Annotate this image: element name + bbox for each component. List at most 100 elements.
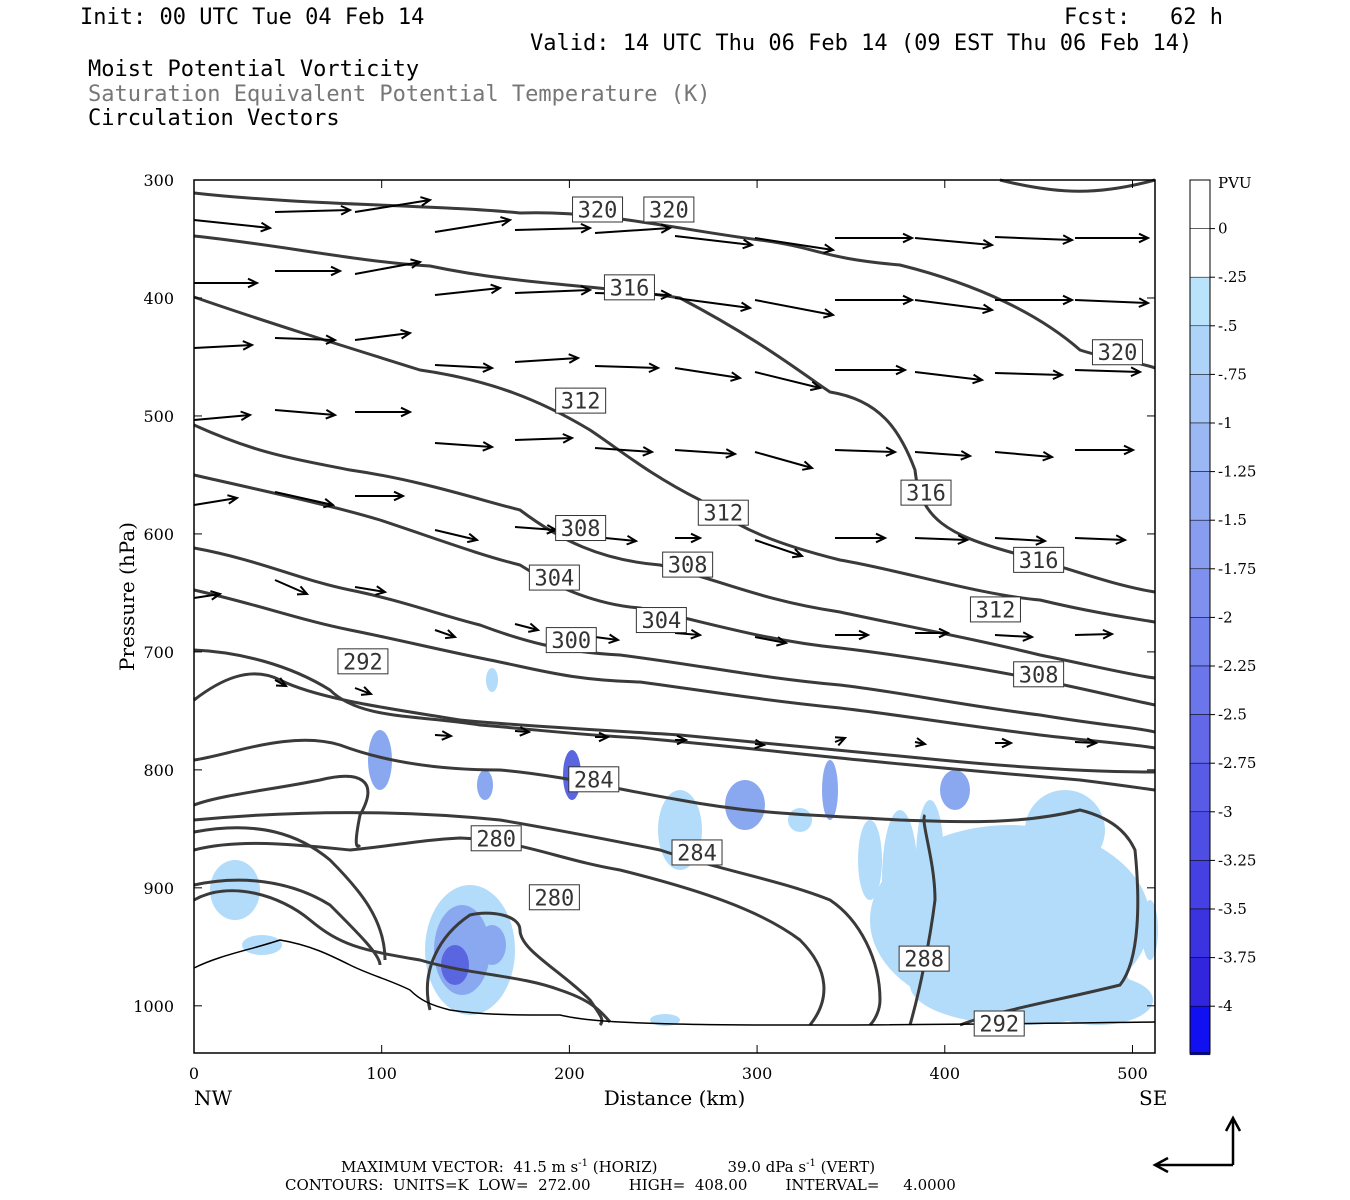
field-title-mpv: Moist Potential Vorticity (88, 57, 420, 82)
circulation-vector (434, 730, 454, 741)
circulation-vector (354, 258, 423, 275)
circulation-vector (274, 334, 338, 345)
colorbar-swatch (1189, 860, 1211, 910)
theta-es-contour (193, 672, 1156, 774)
circulation-vector (1074, 737, 1099, 748)
circulation-vector (434, 362, 495, 373)
circulation-vector (274, 677, 289, 688)
colorbar-label: -.5 (1218, 317, 1237, 335)
contour-label: 316 (1019, 549, 1059, 574)
contour-info: CONTOURS: UNITS=K LOW= 272.00 HIGH= 408.… (285, 1176, 956, 1194)
circulation-vector (1075, 444, 1136, 456)
circulation-vector (754, 299, 836, 319)
contour-label-box (568, 766, 620, 793)
colorbar-label: -1 (1218, 414, 1233, 432)
colorbar-swatch (1189, 325, 1211, 375)
circulation-vector (434, 529, 480, 544)
colorbar-swatch (1189, 471, 1211, 521)
circulation-vector (354, 196, 433, 213)
circulation-vector (594, 633, 621, 645)
circulation-vector (514, 433, 575, 444)
circulation-vector (274, 579, 310, 596)
pv-blob (788, 808, 812, 832)
circulation-vector (674, 448, 738, 459)
circulation-vector (274, 491, 336, 509)
x-tick-label: 300 (742, 1064, 773, 1083)
circulation-vector (675, 734, 689, 746)
colorbar-swatch (1189, 1005, 1211, 1056)
circulation-vector (674, 297, 753, 313)
circulation-vector (754, 237, 836, 254)
circulation-vector (754, 371, 823, 392)
colorbar-label: -4 (1218, 997, 1233, 1015)
colorbar-swatch (1189, 568, 1211, 618)
circulation-vector (1074, 628, 1115, 640)
pv-blob (486, 668, 498, 692)
direction-label-nw: NW (194, 1086, 233, 1110)
circulation-vector (514, 726, 532, 737)
contour-label: 320 (578, 198, 618, 223)
circulation-vector (914, 371, 985, 385)
contour-label-box (337, 648, 389, 675)
theta-es-contour (193, 191, 1156, 370)
contour-label-box (528, 884, 580, 911)
reference-vector-icon (1152, 1115, 1242, 1174)
colorbar-label: -2.25 (1218, 657, 1256, 675)
contour-label-box (973, 1010, 1025, 1037)
y-tick-label: 300 (143, 171, 174, 190)
circulation-vector (914, 534, 970, 545)
colorbar-border (1189, 179, 1211, 1054)
circulation-vector (995, 294, 1075, 306)
colorbar-label: -2.5 (1218, 706, 1247, 724)
pv-blob (478, 925, 506, 965)
circulation-vector (915, 627, 951, 639)
circulation-vector (594, 446, 655, 457)
circulation-vector (994, 631, 1035, 642)
circulation-vector (194, 277, 260, 289)
colorbar-label: -3.25 (1218, 851, 1256, 869)
circulation-vector (675, 532, 703, 544)
theta-es-contour (425, 911, 604, 1027)
contour-label: 316 (610, 276, 650, 301)
direction-label-se: SE (1139, 1086, 1167, 1110)
circulation-vector (835, 364, 908, 376)
circulation-vector (514, 353, 581, 364)
circulation-vector (355, 406, 413, 418)
y-tick-label: 400 (143, 289, 174, 308)
contour-label: 308 (1019, 663, 1059, 688)
colorbar-swatch (1189, 519, 1211, 570)
circulation-vector (1074, 297, 1151, 308)
contour-label: 304 (535, 567, 575, 592)
colorbar-label: -.25 (1218, 268, 1247, 286)
contour-label: 308 (561, 517, 601, 542)
colorbar-label: -3.75 (1218, 949, 1256, 967)
contour-label-box (1013, 546, 1065, 573)
colorbar-label: -1.25 (1218, 463, 1256, 481)
circulation-vector (594, 223, 673, 234)
circulation-vector (674, 235, 755, 250)
circulation-vector (994, 535, 1048, 546)
colorbar-swatch (1189, 762, 1211, 813)
circulation-vector (193, 590, 223, 601)
pv-blob (368, 730, 392, 790)
init-time: Init: 00 UTC Tue 04 Feb 14 (80, 5, 425, 30)
contour-label: 304 (641, 609, 681, 634)
y-tick-label: 1000 (133, 997, 174, 1016)
x-tick-label: 500 (1117, 1064, 1148, 1083)
pv-blob (477, 770, 493, 800)
circulation-vector (193, 340, 255, 351)
valid-time: Valid: 14 UTC Thu 06 Feb 14 (09 EST Thu … (530, 31, 1193, 56)
forecast-hour: Fcst: 62 h (1064, 5, 1223, 30)
colorbar-label: -1.5 (1218, 511, 1247, 529)
circulation-vector (514, 222, 593, 234)
circulation-vector (355, 490, 406, 502)
contour-label: 280 (476, 827, 516, 852)
colorbar-swatch (1189, 811, 1211, 861)
circulation-vector (914, 737, 928, 748)
circulation-vector (754, 451, 815, 471)
circulation-vector (994, 369, 1065, 381)
max-vector-note: MAXIMUM VECTOR: 41.5 m s-1 (HORIZ) 39.0 d… (341, 1158, 876, 1176)
colorbar-label: -1.75 (1218, 560, 1256, 578)
contour-label: 312 (976, 598, 1016, 623)
colorbar-swatch (1189, 617, 1211, 667)
